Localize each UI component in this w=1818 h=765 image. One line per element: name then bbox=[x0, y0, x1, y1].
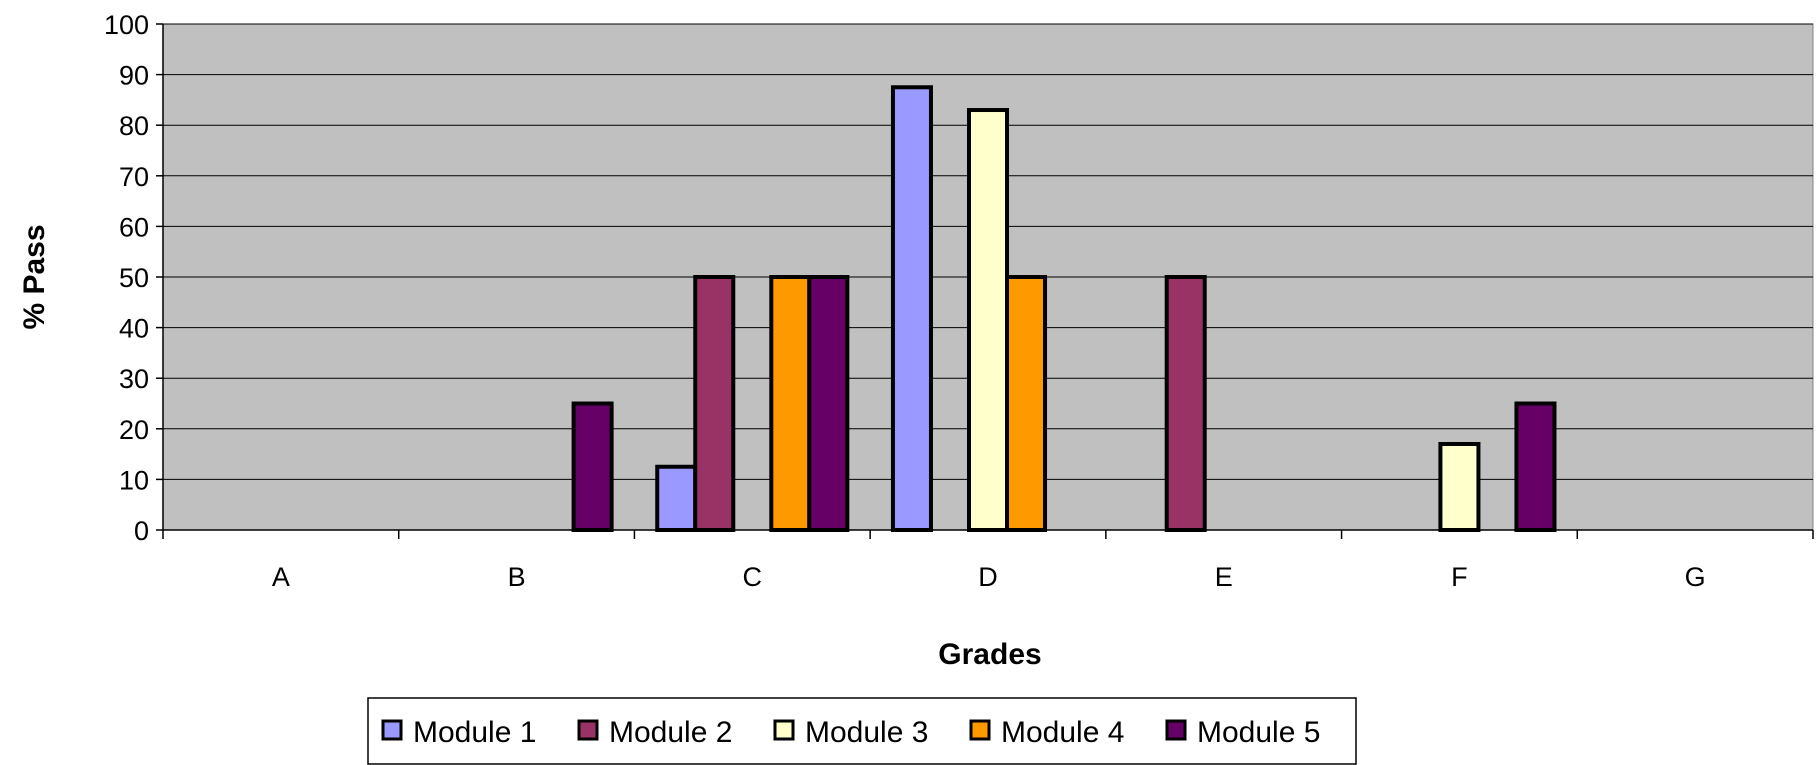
x-tick-label: F bbox=[1451, 562, 1468, 592]
y-tick-label: 60 bbox=[119, 212, 149, 242]
x-tick-labels: A B C D E F G bbox=[272, 562, 1706, 592]
bar bbox=[1005, 275, 1048, 532]
y-tick-label: 0 bbox=[134, 516, 149, 546]
legend-label: Module 3 bbox=[805, 716, 928, 749]
legend-box bbox=[367, 697, 1357, 765]
y-tick-label: 10 bbox=[119, 465, 149, 495]
legend-swatch bbox=[969, 719, 991, 741]
legend-label: Module 2 bbox=[609, 716, 732, 749]
x-tick-label: E bbox=[1215, 562, 1233, 592]
y-tick-label: 30 bbox=[119, 364, 149, 394]
legend-swatch bbox=[773, 719, 795, 741]
bar bbox=[655, 464, 698, 532]
x-tick-label: D bbox=[978, 562, 998, 592]
axes bbox=[156, 23, 1814, 539]
legend-swatch bbox=[381, 719, 403, 741]
y-tick-label: 100 bbox=[104, 10, 149, 40]
y-tick-label: 50 bbox=[119, 263, 149, 293]
bar bbox=[693, 275, 736, 532]
y-axis-title: % Pass bbox=[18, 224, 51, 329]
legend-label: Module 5 bbox=[1197, 716, 1320, 749]
y-tick-label: 90 bbox=[119, 61, 149, 91]
x-tick-label: C bbox=[743, 562, 763, 592]
bar bbox=[966, 108, 1010, 533]
bar bbox=[1164, 275, 1207, 532]
bar bbox=[571, 401, 614, 532]
bar bbox=[890, 85, 933, 532]
legend-label: Module 4 bbox=[1001, 716, 1124, 749]
y-tick-labels: 0 10 20 30 40 50 60 70 80 90 100 bbox=[104, 10, 149, 546]
x-axis-title: Grades bbox=[938, 638, 1041, 671]
y-tick-label: 40 bbox=[119, 314, 149, 344]
x-tick-label: B bbox=[508, 562, 526, 592]
bar bbox=[807, 275, 850, 532]
x-tick-label: A bbox=[272, 562, 290, 592]
y-tick-label: 20 bbox=[119, 415, 149, 445]
x-tick-label: G bbox=[1685, 562, 1706, 592]
legend-swatch bbox=[1165, 719, 1187, 741]
y-tick-label: 70 bbox=[119, 162, 149, 192]
legend-swatch bbox=[577, 719, 599, 741]
bar bbox=[1514, 401, 1557, 532]
y-tick-label: 80 bbox=[119, 111, 149, 141]
legend-label: Module 1 bbox=[413, 716, 536, 749]
legend: Module 1 Module 2 Module 3 Module 4 Module 5 bbox=[367, 697, 1357, 765]
bar bbox=[1438, 441, 1481, 533]
bar bbox=[769, 275, 812, 532]
